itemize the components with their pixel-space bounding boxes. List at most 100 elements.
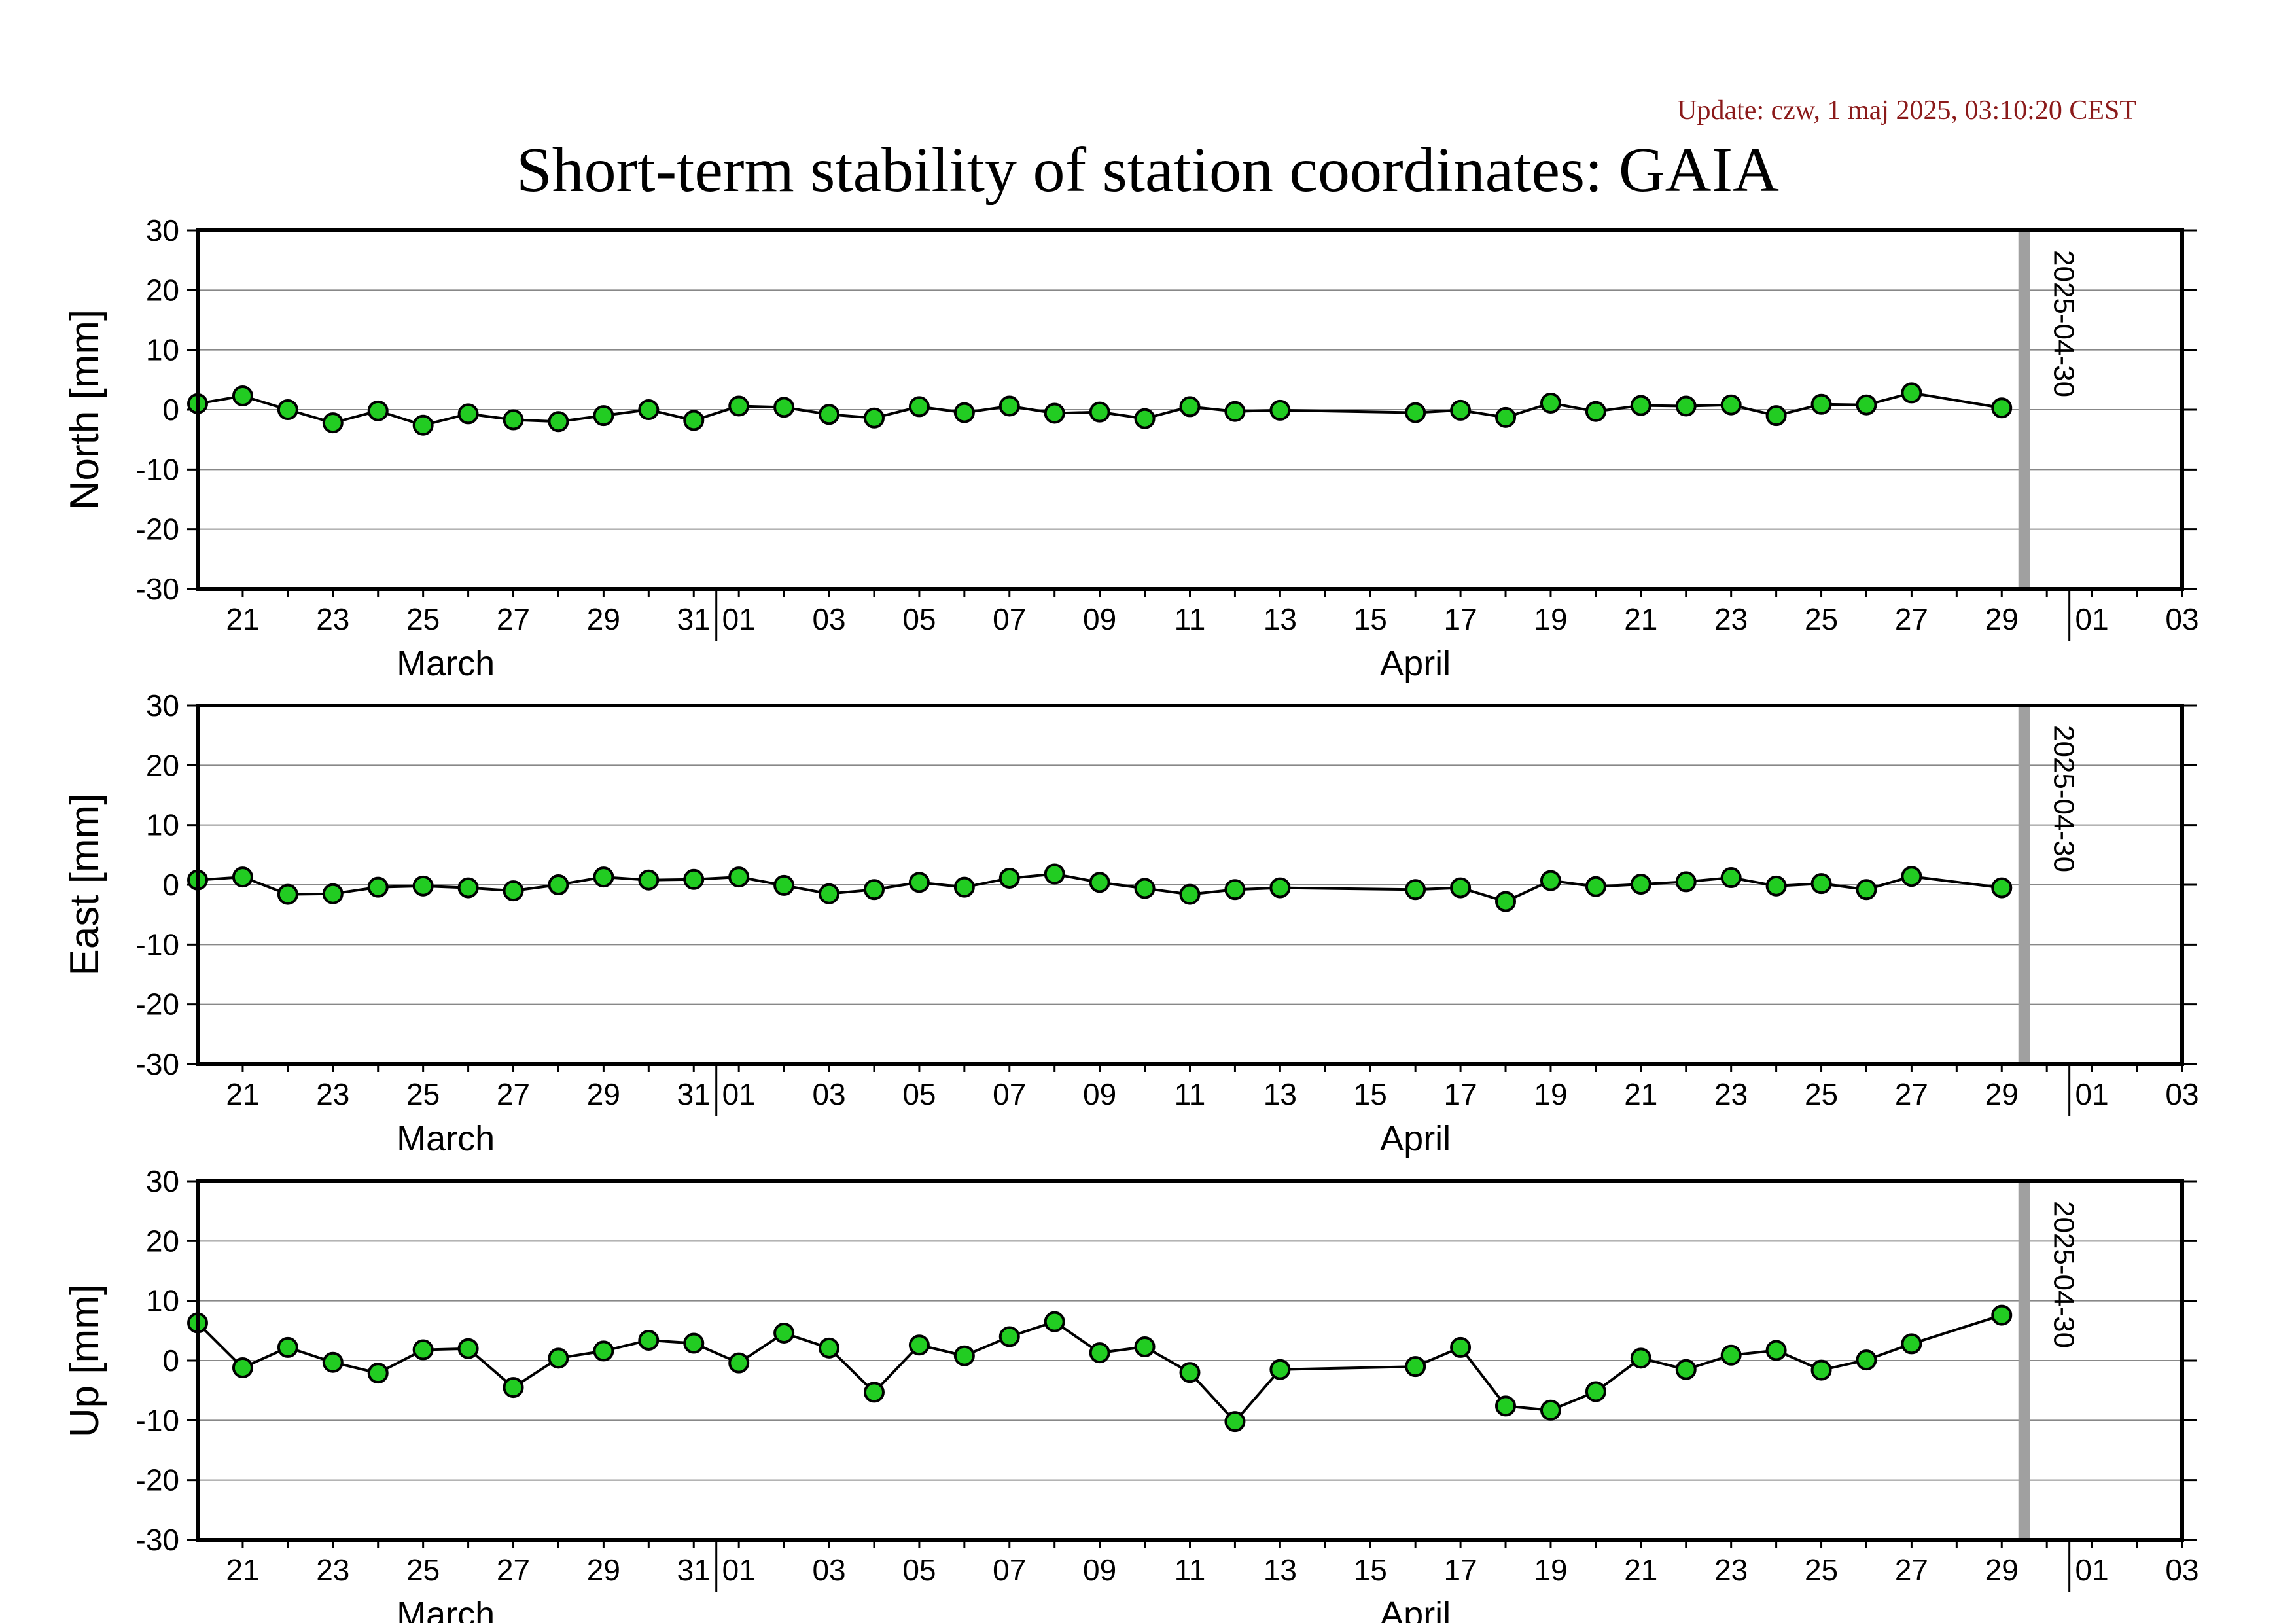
x-tick-label: 21 <box>1624 1553 1657 1587</box>
data-point <box>322 412 344 434</box>
x-tick-label: 11 <box>1174 1553 1206 1587</box>
data-point <box>593 1340 614 1362</box>
y-tick-label: -30 <box>136 572 179 606</box>
x-tick-label: 13 <box>1263 1077 1297 1111</box>
data-point <box>1765 405 1787 427</box>
data-point <box>1405 402 1426 423</box>
data-point <box>1495 406 1517 428</box>
plot-frame <box>196 228 2184 591</box>
data-point <box>1044 863 1065 885</box>
x-tick-label: 15 <box>1354 602 1387 636</box>
data-point <box>638 1329 660 1351</box>
data-point <box>1224 1411 1246 1433</box>
data-point <box>953 876 975 898</box>
data-point <box>819 883 840 904</box>
data-point <box>367 876 389 898</box>
x-tick-label: 13 <box>1263 1553 1297 1587</box>
x-tick-label: 03 <box>2165 602 2199 636</box>
x-tick-label: 29 <box>587 1077 620 1111</box>
panel-3: 30 20 10 0 -10 -20 -30 Up [mm] 2025-04-30 21 23 25 2… <box>62 1164 2199 1623</box>
x-tick-label: 19 <box>1534 1553 1567 1587</box>
data-point <box>683 410 705 431</box>
data-point <box>728 866 750 888</box>
data-point <box>908 396 930 418</box>
x-tick-label: 19 <box>1534 1077 1567 1111</box>
panel-2: 30 20 10 0 -10 -20 -30 East [mm] 2025-04-30 21 23 2… <box>62 688 2199 1158</box>
x-tick-label: 07 <box>993 1077 1026 1111</box>
data-point <box>728 1352 750 1374</box>
data-point <box>1810 1359 1832 1381</box>
x-tick-label: 11 <box>1174 602 1206 636</box>
x-tick-label: 01 <box>2075 1077 2109 1111</box>
data-point <box>683 1332 705 1354</box>
data-point <box>277 399 298 420</box>
month-label: April <box>1380 644 1451 683</box>
data-point <box>908 1334 930 1356</box>
data-point <box>548 411 569 433</box>
data-point <box>412 414 434 436</box>
data-point <box>232 385 253 406</box>
data-point <box>1179 883 1201 905</box>
y-tick-label: -10 <box>136 452 179 486</box>
x-tick-label: 05 <box>902 1553 936 1587</box>
x-tick-label: 31 <box>677 1077 711 1111</box>
x-tick-label: 03 <box>812 1077 845 1111</box>
data-point <box>1856 1349 1877 1371</box>
x-tick-label: 09 <box>1083 602 1116 636</box>
x-tick-label: 27 <box>1895 1077 1928 1111</box>
y-tick-label: -10 <box>136 1403 179 1437</box>
data-point <box>1450 399 1472 421</box>
data-point <box>1720 1344 1742 1366</box>
x-tick-label: 25 <box>1805 1553 1838 1587</box>
x-tick-label: 01 <box>722 602 756 636</box>
x-tick-label: 07 <box>993 1553 1026 1587</box>
data-point <box>998 867 1020 889</box>
x-tick-label: 23 <box>316 1553 349 1587</box>
data-point <box>232 866 253 888</box>
data-point <box>1901 1333 1922 1355</box>
x-tick-label: 23 <box>1714 1077 1748 1111</box>
x-tick-label: 03 <box>2165 1553 2199 1587</box>
month-label: April <box>1380 1595 1451 1623</box>
x-tick-label: 21 <box>226 602 259 636</box>
x-tick-label: 23 <box>316 1077 349 1111</box>
x-tick-label: 27 <box>497 1077 530 1111</box>
y-tick-label: -30 <box>136 1523 179 1557</box>
data-point <box>412 1339 434 1361</box>
y-tick-label: 10 <box>146 808 179 842</box>
data-point <box>998 1326 1020 1347</box>
x-tick-label: 23 <box>1714 1553 1748 1587</box>
data-point <box>593 866 614 888</box>
y-tick-label: -20 <box>136 512 179 546</box>
data-point <box>1720 394 1742 416</box>
y-tick-label: 10 <box>146 333 179 367</box>
x-tick-label: 31 <box>677 1553 711 1587</box>
data-point <box>548 1347 569 1369</box>
x-tick-label: 01 <box>2075 602 2109 636</box>
x-tick-label: 27 <box>497 1553 530 1587</box>
plot-frame <box>196 704 2184 1066</box>
data-point <box>998 395 1020 417</box>
data-point <box>1856 879 1877 901</box>
plot-frame <box>196 1179 2184 1542</box>
data-point <box>1630 395 1651 416</box>
data-point <box>1495 1395 1517 1417</box>
data-point <box>1991 397 2013 419</box>
data-point <box>953 402 975 423</box>
x-tick-label: 17 <box>1444 1553 1477 1587</box>
data-point <box>819 1337 840 1359</box>
y-tick-label: 20 <box>146 273 179 307</box>
x-tick-label: 03 <box>812 1553 845 1587</box>
y-tick-label: -30 <box>136 1047 179 1081</box>
x-tick-label: 03 <box>2165 1077 2199 1111</box>
data-point <box>1856 394 1877 416</box>
x-tick-label: 03 <box>812 602 845 636</box>
data-point <box>1675 1359 1697 1380</box>
y-tick-label: 0 <box>162 868 179 902</box>
data-point <box>1450 1336 1472 1358</box>
y-axis-title: East [mm] <box>62 793 107 976</box>
x-tick-label: 29 <box>587 602 620 636</box>
y-tick-label: -10 <box>136 927 179 961</box>
data-point <box>277 1336 298 1358</box>
